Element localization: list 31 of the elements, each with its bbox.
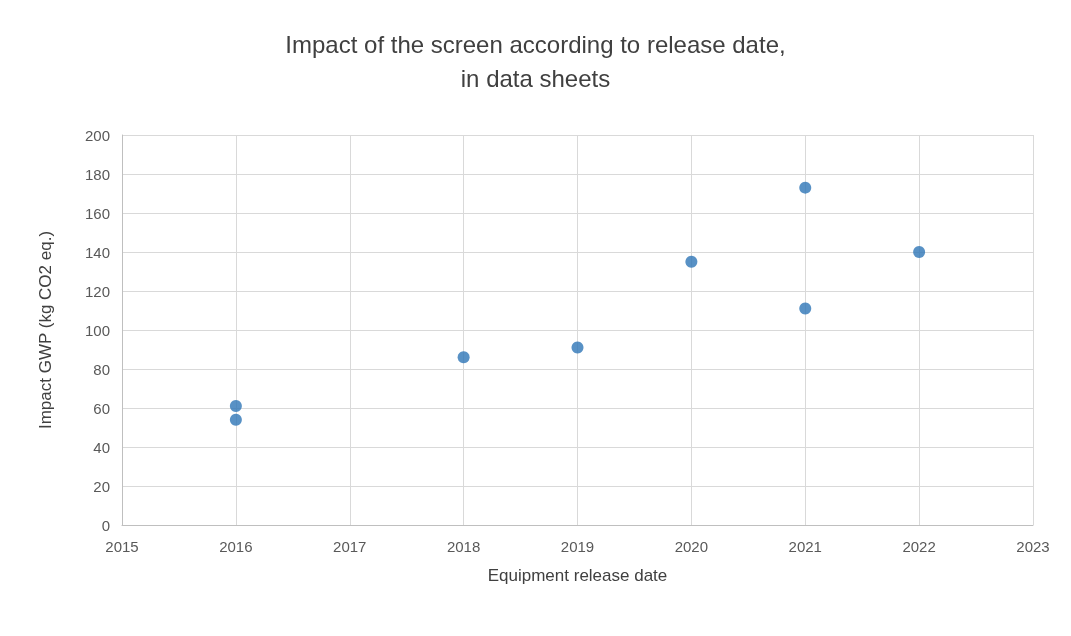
y-axis-title: Impact GWP (kg CO2 eq.) [36, 230, 55, 430]
x-tick-label: 2020 [674, 538, 709, 555]
y-tick-label: 180 [84, 165, 110, 183]
point [229, 413, 242, 426]
x-tick-label: 2022 [902, 538, 936, 555]
x-tick-label: 2021 [788, 538, 822, 555]
chart-title: Impact of the screen according to release date, in data sheets [285, 30, 786, 92]
point [913, 246, 926, 258]
y-tick-label: 160 [84, 204, 110, 222]
x-tick-label: 2018 [446, 538, 481, 555]
x-tick-label: 2016 [219, 538, 253, 555]
point [571, 341, 584, 354]
y-tick-label: 40 [93, 438, 110, 456]
y-tick-label: 200 [84, 126, 110, 144]
y-tick-label: 140 [84, 243, 110, 261]
x-tick-label: 2017 [333, 538, 367, 555]
point [799, 302, 812, 315]
x-axis-title: Equipment release date [487, 566, 668, 585]
point [229, 400, 242, 413]
x-tick-label: 2023 [1016, 538, 1050, 555]
point [457, 351, 470, 364]
y-tick-label: 0 [101, 516, 110, 534]
x-tick-label: 2015 [105, 538, 139, 555]
point [685, 255, 698, 268]
y-tick-label: 60 [93, 399, 110, 417]
y-tick-label: 100 [84, 321, 110, 339]
y-tick-label: 20 [93, 477, 110, 495]
y-tick-label: 120 [84, 282, 110, 300]
y-tick-label: 80 [93, 360, 110, 378]
x-tick-label: 2019 [560, 538, 595, 555]
point [799, 181, 812, 194]
